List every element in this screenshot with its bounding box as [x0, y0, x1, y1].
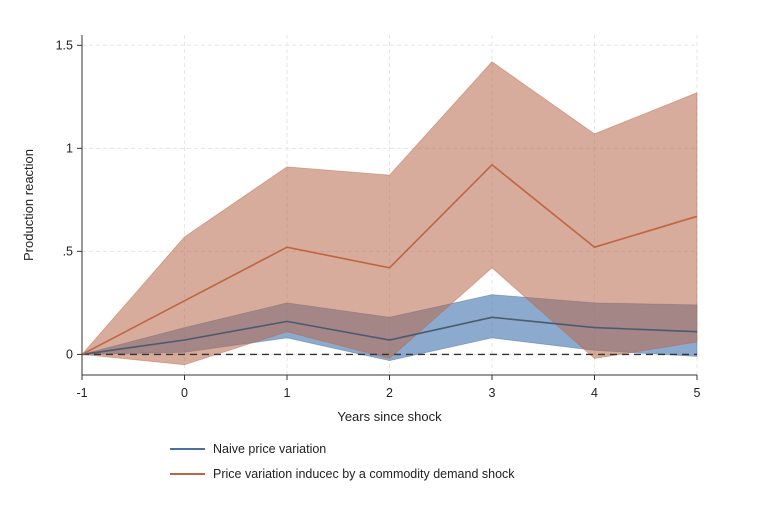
legend-label-demand-shock: Price variation inducec by a commodity d…	[213, 467, 515, 481]
series-line-demand-shock	[81, 163, 698, 356]
series-lines	[81, 163, 698, 356]
x-tick-label: 5	[694, 386, 701, 400]
y-tick-label: 0	[66, 347, 73, 361]
x-ticks: -1 0 1 2 3 4 5	[76, 375, 701, 400]
y-tick-label: 1.5	[56, 38, 73, 52]
y-ticks: 0 .5 1 1.5	[56, 38, 82, 361]
x-tick-label: 1	[284, 386, 291, 400]
x-tick-label: -1	[76, 386, 87, 400]
x-tick-label: 0	[181, 386, 188, 400]
x-tick-label: 3	[489, 386, 496, 400]
legend: Naive price variation Price variation ind…	[170, 442, 515, 481]
x-axis-title: Years since shock	[337, 409, 442, 424]
y-tick-label: .5	[63, 244, 73, 258]
legend-label-naive: Naive price variation	[213, 442, 326, 456]
x-tick-label: 4	[591, 386, 598, 400]
x-tick-label: 2	[386, 386, 393, 400]
y-tick-label: 1	[66, 141, 73, 155]
confidence-bands	[81, 61, 698, 366]
series-line-naive	[81, 316, 698, 356]
confidence-band-demand-shock	[81, 61, 698, 366]
y-axis-title: Production reaction	[21, 149, 36, 261]
